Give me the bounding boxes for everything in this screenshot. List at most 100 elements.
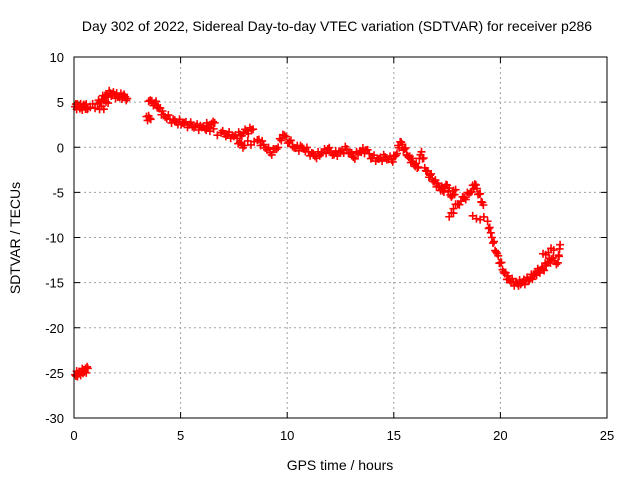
data-point (280, 131, 289, 140)
chart-title: Day 302 of 2022, Sidereal Day-to-day VTE… (82, 18, 592, 34)
data-point (347, 148, 356, 157)
data-point (472, 214, 481, 223)
data-point (99, 105, 108, 114)
x-tick-labels: 0 5 10 15 20 25 (70, 428, 614, 443)
data-point (461, 195, 470, 204)
data-point (401, 143, 410, 152)
data-point (392, 149, 401, 158)
data-point (285, 137, 294, 146)
data-point (455, 200, 464, 209)
data-point (322, 149, 331, 158)
x-tick-label: 5 (177, 428, 184, 443)
data-point (350, 154, 359, 163)
data-point (497, 258, 506, 267)
data-point (164, 111, 173, 120)
data-point (450, 190, 459, 199)
y-tick-label: 5 (57, 95, 64, 110)
data-point (479, 212, 488, 221)
data-point (209, 124, 218, 133)
data-point (549, 246, 558, 255)
data-point (400, 145, 409, 154)
y-tick-labels: -30 -25 -20 -15 -10 -5 0 5 10 (45, 50, 64, 426)
data-point (439, 187, 448, 196)
data-point (490, 237, 499, 246)
data-point (546, 259, 555, 268)
data-point (325, 143, 334, 152)
data-point (391, 151, 400, 160)
y-tick-label: -20 (45, 321, 64, 336)
data-point (267, 150, 276, 159)
data-point (427, 169, 436, 178)
data-point (282, 132, 291, 141)
y-tick-label: -5 (52, 185, 64, 200)
data-point (249, 125, 258, 134)
data-point (485, 223, 494, 232)
y-tick-label: 10 (50, 50, 64, 65)
data-point (333, 152, 342, 161)
x-tick-label: 10 (280, 428, 294, 443)
data-point (210, 118, 219, 127)
x-tick-label: 0 (70, 428, 77, 443)
data-point (540, 266, 549, 275)
data-point (483, 217, 492, 226)
y-tick-label: -30 (45, 411, 64, 426)
data-point (553, 258, 562, 267)
data-point (539, 265, 548, 274)
data-point (556, 240, 565, 249)
x-tick-label: 20 (493, 428, 507, 443)
data-point (363, 145, 372, 154)
data-point (555, 252, 564, 261)
data-point (158, 106, 167, 115)
data-point (274, 143, 283, 152)
data-point (302, 143, 311, 152)
data-point (486, 228, 495, 237)
y-axis-label: SDTVAR / TECUs (7, 182, 23, 294)
grid-lines (74, 57, 607, 418)
data-point (235, 138, 244, 147)
data-point (484, 224, 493, 233)
data-point (472, 184, 481, 193)
x-tick-label: 15 (387, 428, 401, 443)
x-tick-label: 25 (600, 428, 614, 443)
data-point (146, 115, 155, 124)
data-points (71, 86, 565, 381)
data-point (145, 114, 154, 123)
data-point (528, 275, 537, 284)
data-point (487, 233, 496, 242)
data-point (449, 209, 458, 218)
data-point (414, 163, 423, 172)
data-point (91, 104, 100, 113)
data-point (221, 132, 230, 141)
data-point (479, 201, 488, 210)
data-point (209, 117, 218, 126)
data-point (552, 260, 561, 269)
data-point (264, 143, 273, 152)
data-point (413, 164, 422, 173)
data-point (170, 116, 179, 125)
data-point (186, 118, 195, 127)
data-point (275, 134, 284, 143)
y-tick-label: -25 (45, 366, 64, 381)
data-point (471, 180, 480, 189)
data-point (488, 239, 497, 248)
data-point (151, 99, 160, 108)
data-point (365, 149, 374, 158)
data-point (123, 94, 132, 103)
data-point (277, 136, 286, 145)
data-point (494, 251, 503, 260)
data-point (520, 280, 529, 289)
data-point (417, 147, 426, 156)
data-point (451, 185, 460, 194)
data-point (426, 171, 435, 180)
data-point (445, 184, 454, 193)
data-point (476, 189, 485, 198)
y-tick-label: -10 (45, 231, 64, 246)
data-point (419, 154, 428, 163)
data-point (202, 126, 211, 135)
plot-frame (73, 56, 608, 419)
data-point (388, 157, 397, 166)
data-point (258, 136, 267, 145)
data-point (286, 136, 295, 145)
y-tick-label: 0 (57, 140, 64, 155)
